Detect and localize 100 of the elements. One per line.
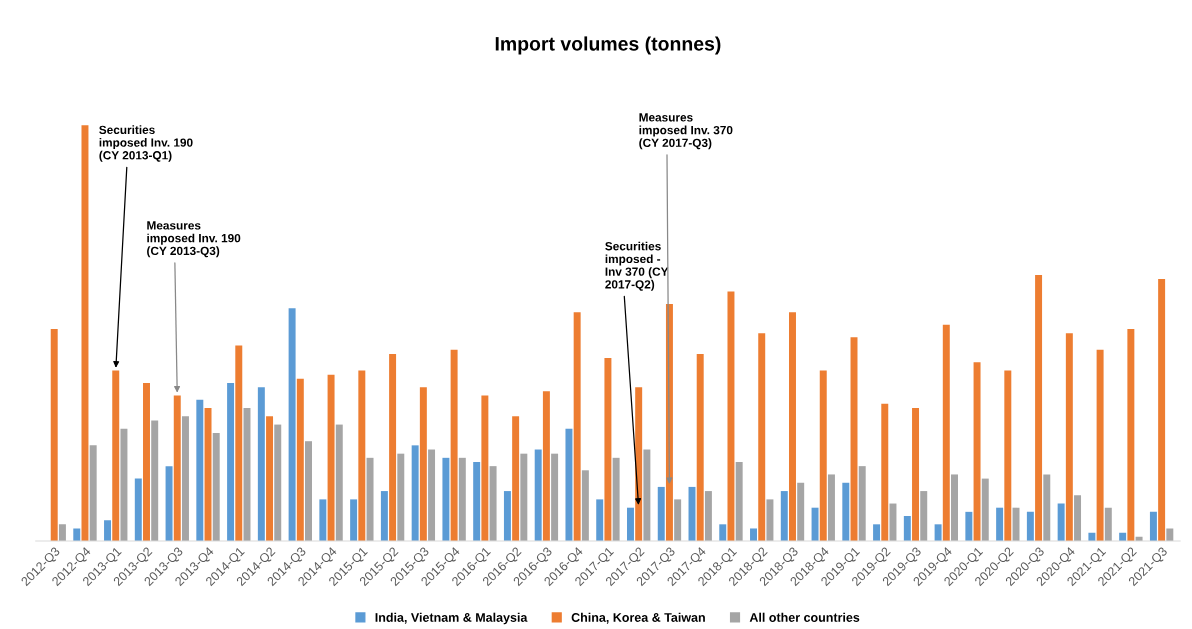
bar [143,383,150,541]
bar [719,524,727,541]
bar [551,453,559,541]
bar [389,353,397,541]
bar [1035,274,1043,541]
bar [335,424,343,541]
bar [196,399,204,541]
bar [819,370,827,541]
bar [858,466,866,541]
bar [1012,507,1020,541]
bar [1074,495,1082,541]
bar [204,407,212,541]
bar [481,395,489,541]
bar [73,528,81,541]
bar [934,524,942,541]
legend-label: India, Vietnam & Malaysia [375,612,528,625]
bar [1065,333,1073,541]
bar [881,403,889,541]
annotation: Measures imposed Inv. 370 (CY 2017-Q3) [639,113,733,150]
bar [512,416,520,541]
bar [358,370,366,541]
legend-label: All other countries [749,612,860,622]
bar [1158,279,1166,541]
bar [542,391,550,541]
bar [758,333,766,541]
bar [1057,503,1065,541]
bar [626,507,634,541]
bar [942,324,950,541]
bar [581,470,589,541]
bar [565,428,573,541]
bar [981,478,989,541]
bar [1166,528,1174,541]
bar [674,499,682,541]
bar [165,466,173,541]
bar [288,308,296,541]
bar [903,516,911,541]
bar [411,445,419,541]
bar [212,432,220,541]
bar [305,441,312,541]
bar [366,457,374,541]
annotation: Securities imposed - Inv 370 (CY 2017-Q2) [605,241,669,291]
bar [780,491,788,541]
bar [750,528,758,541]
bar [450,349,458,541]
bar [789,312,796,541]
bar [89,445,97,541]
bar [442,457,450,541]
bar [327,374,335,541]
bar [951,474,958,541]
bar [973,362,981,541]
bar [573,312,581,541]
bar [319,499,327,541]
bar [873,524,881,541]
bar [266,416,274,541]
bar [811,507,819,541]
bar [1127,328,1135,541]
bar [81,125,89,541]
bar [696,353,704,541]
bar [920,491,928,541]
bar [151,420,159,541]
bar [735,461,743,541]
bar [657,486,665,541]
annotation: Securities imposed Inv. 190 (CY 2013-Q1) [99,125,193,162]
bar [596,499,604,541]
bar [520,453,528,541]
bar [235,345,243,541]
bar [534,449,542,541]
bar [1104,507,1112,541]
bar [274,424,282,541]
bar [104,520,112,541]
bar [473,461,481,541]
bar [827,474,835,541]
bar [181,416,189,541]
bar [489,466,497,541]
bar [458,457,466,541]
bar [419,387,427,541]
bar [643,449,651,541]
bar [766,499,774,541]
bar [912,407,920,541]
bar [727,291,735,541]
bar [397,453,405,541]
bar [296,378,304,541]
bar [889,503,897,541]
bar [1026,511,1034,541]
bar [50,328,58,541]
bar [120,428,128,541]
bar [58,524,66,541]
bar [134,478,142,541]
bar [380,491,388,541]
bar [503,491,511,541]
bar [350,499,358,541]
bar [635,387,643,541]
bar [604,358,612,541]
bar [428,449,436,541]
bar [612,457,620,541]
legend-label: China, Korea & Taiwan [571,612,705,624]
bar [996,507,1004,541]
bar [1149,511,1157,541]
bar [704,491,712,541]
bar [965,511,973,541]
